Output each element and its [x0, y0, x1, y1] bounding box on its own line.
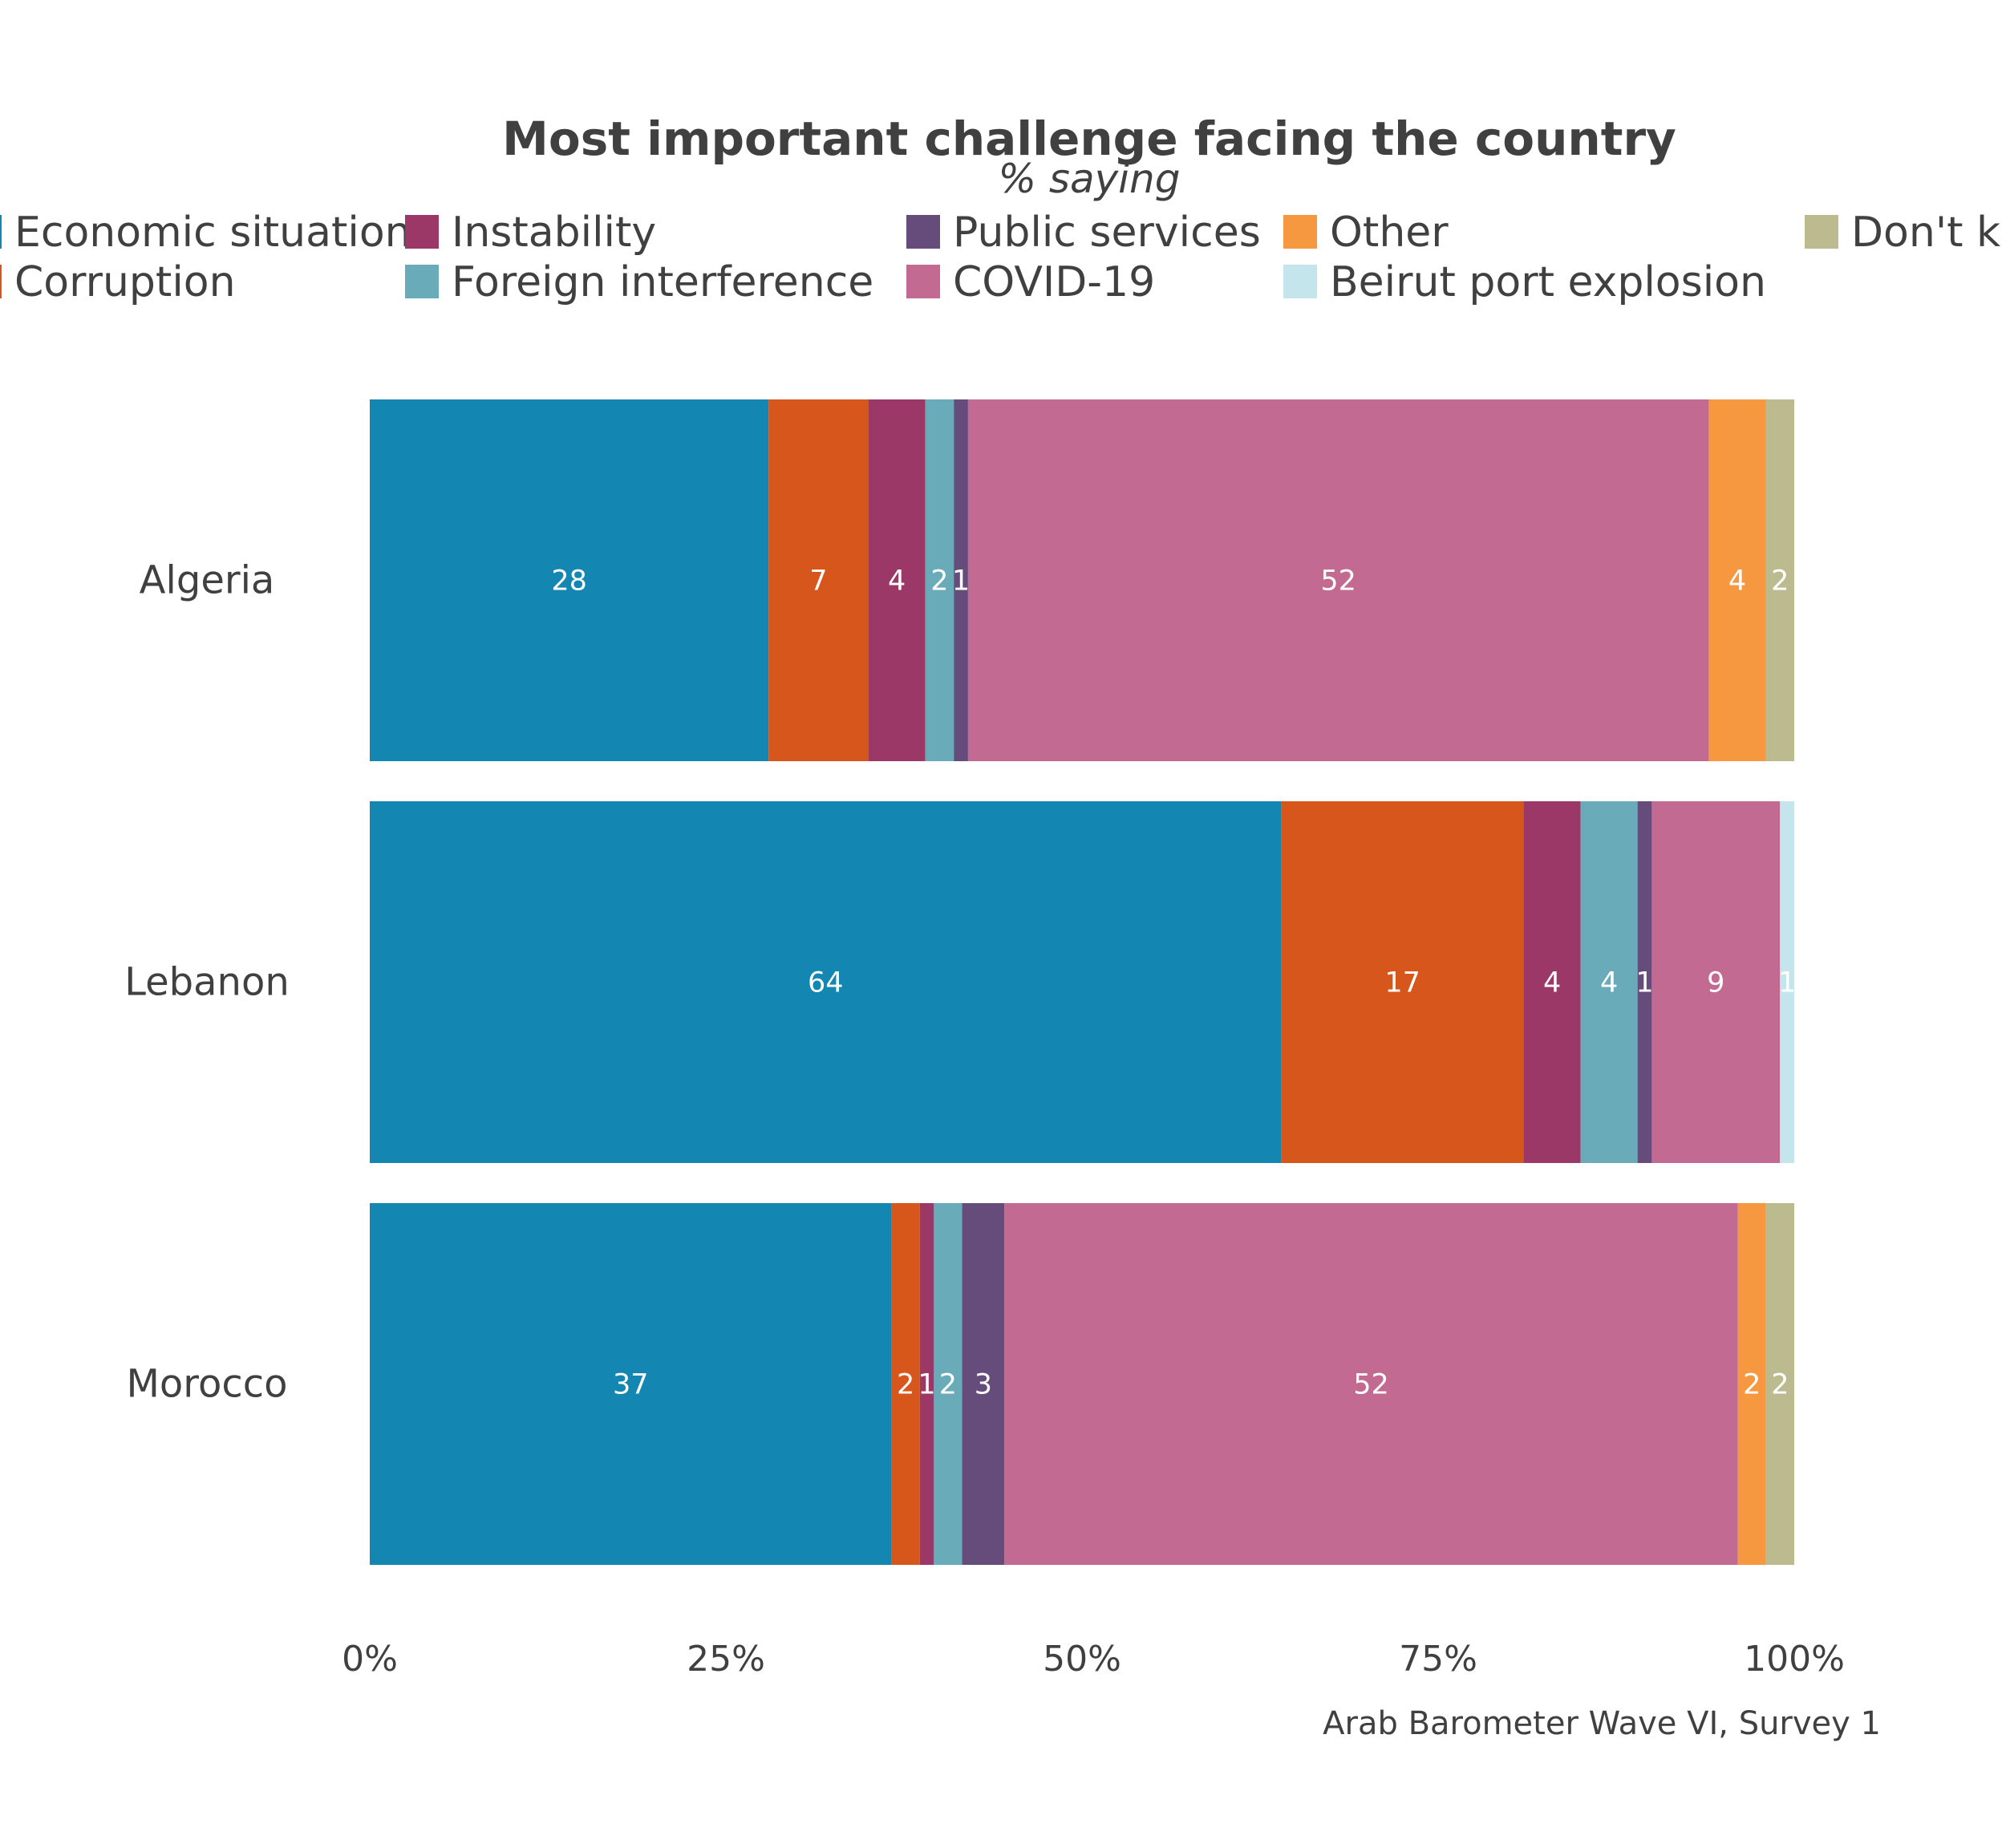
- data-label-algeria-economic-situation: 28: [551, 565, 587, 598]
- bar-lebanon-economic-situation: [370, 801, 1282, 1163]
- data-label-lebanon-beirut-port-explosion: 1: [1778, 967, 1796, 999]
- data-label-algeria-corruption: 7: [809, 565, 827, 598]
- legend-label-covid-19: COVID-19: [953, 258, 1155, 306]
- data-label-morocco-instability: 1: [918, 1369, 935, 1401]
- legend-swatch-instability: [405, 215, 439, 249]
- chart-subtitle: % saying: [998, 156, 1180, 202]
- bar-morocco-corruption: [891, 1203, 920, 1565]
- legend-label-beirut-port-explosion: Beirut port explosion: [1330, 258, 1766, 306]
- bar-lebanon-covid-19: [1651, 801, 1781, 1163]
- chart-title: Most important challenge facing the coun…: [502, 111, 1676, 166]
- legend-label-other: Other: [1330, 209, 1449, 257]
- bar-lebanon-corruption: [1281, 801, 1524, 1163]
- x-axis-ticks: 0% 25% 50% 75% 100%: [342, 1639, 1845, 1680]
- data-label-lebanon-instability: 4: [1543, 967, 1561, 999]
- bar-morocco-economic-situation: [370, 1203, 892, 1565]
- data-label-lebanon-public-services: 1: [1635, 967, 1653, 999]
- bar-morocco-covid-19: [1004, 1203, 1738, 1565]
- x-tick-label: 0%: [342, 1639, 398, 1680]
- bar-lebanon-foreign-interference: [1580, 801, 1638, 1163]
- bar-morocco-other: [1737, 1203, 1766, 1565]
- data-label-algeria-instability: 4: [888, 565, 906, 598]
- data-label-morocco-economic-situation: 37: [613, 1369, 649, 1401]
- legend-label-corruption: Corruption: [14, 258, 236, 306]
- data-label-morocco-don-t-know: 2: [1771, 1369, 1789, 1401]
- bars-group: 28 7 4 2 1 52 4 264 17 4 4 1 9 137 2 1 2 3 52 2 2: [370, 399, 1796, 1565]
- bar-algeria-public-services: [954, 399, 968, 761]
- data-label-algeria-covid-19: 52: [1320, 565, 1356, 598]
- bar-algeria-instability: [868, 399, 926, 761]
- bar-lebanon-public-services: [1637, 801, 1652, 1163]
- bar-lebanon-instability: [1523, 801, 1581, 1163]
- data-label-lebanon-foreign-interference: 4: [1600, 967, 1618, 999]
- legend-label-don-t-know: Don't know: [1851, 209, 2002, 257]
- bar-morocco-don-t-know: [1765, 1203, 1794, 1565]
- bar-algeria-covid-19: [967, 399, 1709, 761]
- bar-algeria-corruption: [768, 399, 869, 761]
- data-label-morocco-public-services: 3: [975, 1369, 992, 1401]
- chart-caption: Arab Barometer Wave VI, Survey 1: [1323, 1705, 1881, 1742]
- category-label-algeria: Algeria: [140, 558, 275, 603]
- data-label-algeria-don-t-know: 2: [1771, 565, 1789, 598]
- data-label-algeria-foreign-interference: 2: [930, 565, 948, 598]
- legend: Economic situation Instability Public serv…: [0, 209, 2002, 306]
- data-label-morocco-corruption: 2: [897, 1369, 914, 1401]
- data-label-morocco-foreign-interference: 2: [939, 1369, 957, 1401]
- legend-swatch-other: [1283, 215, 1317, 249]
- legend-swatch-covid-19: [906, 265, 940, 298]
- data-label-algeria-other: 4: [1728, 565, 1746, 598]
- bar-algeria-other: [1708, 399, 1766, 761]
- legend-swatch-don-t-know: [1805, 215, 1838, 249]
- category-label-morocco: Morocco: [127, 1362, 288, 1407]
- legend-label-economic-situation: Economic situation: [14, 209, 411, 257]
- legend-swatch-public-services: [906, 215, 940, 249]
- x-tick-label: 50%: [1043, 1639, 1121, 1680]
- bar-morocco-public-services: [962, 1203, 1005, 1565]
- bar-algeria-economic-situation: [370, 399, 769, 761]
- legend-label-public-services: Public services: [953, 209, 1261, 257]
- bar-morocco-instability: [919, 1203, 934, 1565]
- data-label-morocco-covid-19: 52: [1353, 1369, 1389, 1401]
- data-label-algeria-public-services: 1: [952, 565, 970, 598]
- legend-swatch-corruption: [0, 265, 2, 298]
- data-label-lebanon-covid-19: 9: [1707, 967, 1724, 999]
- x-tick-label: 75%: [1399, 1639, 1477, 1680]
- bar-lebanon-beirut-port-explosion: [1780, 801, 1794, 1163]
- data-label-lebanon-economic-situation: 64: [808, 967, 844, 999]
- legend-label-instability: Instability: [452, 209, 656, 257]
- legend-swatch-economic-situation: [0, 215, 2, 249]
- legend-label-foreign-interference: Foreign interference: [452, 258, 873, 306]
- category-labels: Algeria Lebanon Morocco: [124, 558, 290, 1407]
- bar-algeria-don-t-know: [1765, 399, 1794, 761]
- data-label-lebanon-corruption: 17: [1384, 967, 1420, 999]
- legend-swatch-foreign-interference: [405, 265, 439, 298]
- legend-swatch-beirut-port-explosion: [1283, 265, 1317, 298]
- bar-algeria-foreign-interference: [925, 399, 954, 761]
- x-tick-label: 100%: [1744, 1639, 1845, 1680]
- data-label-morocco-other: 2: [1743, 1369, 1761, 1401]
- bar-morocco-foreign-interference: [934, 1203, 962, 1565]
- x-tick-label: 25%: [687, 1639, 765, 1680]
- category-label-lebanon: Lebanon: [124, 960, 290, 1005]
